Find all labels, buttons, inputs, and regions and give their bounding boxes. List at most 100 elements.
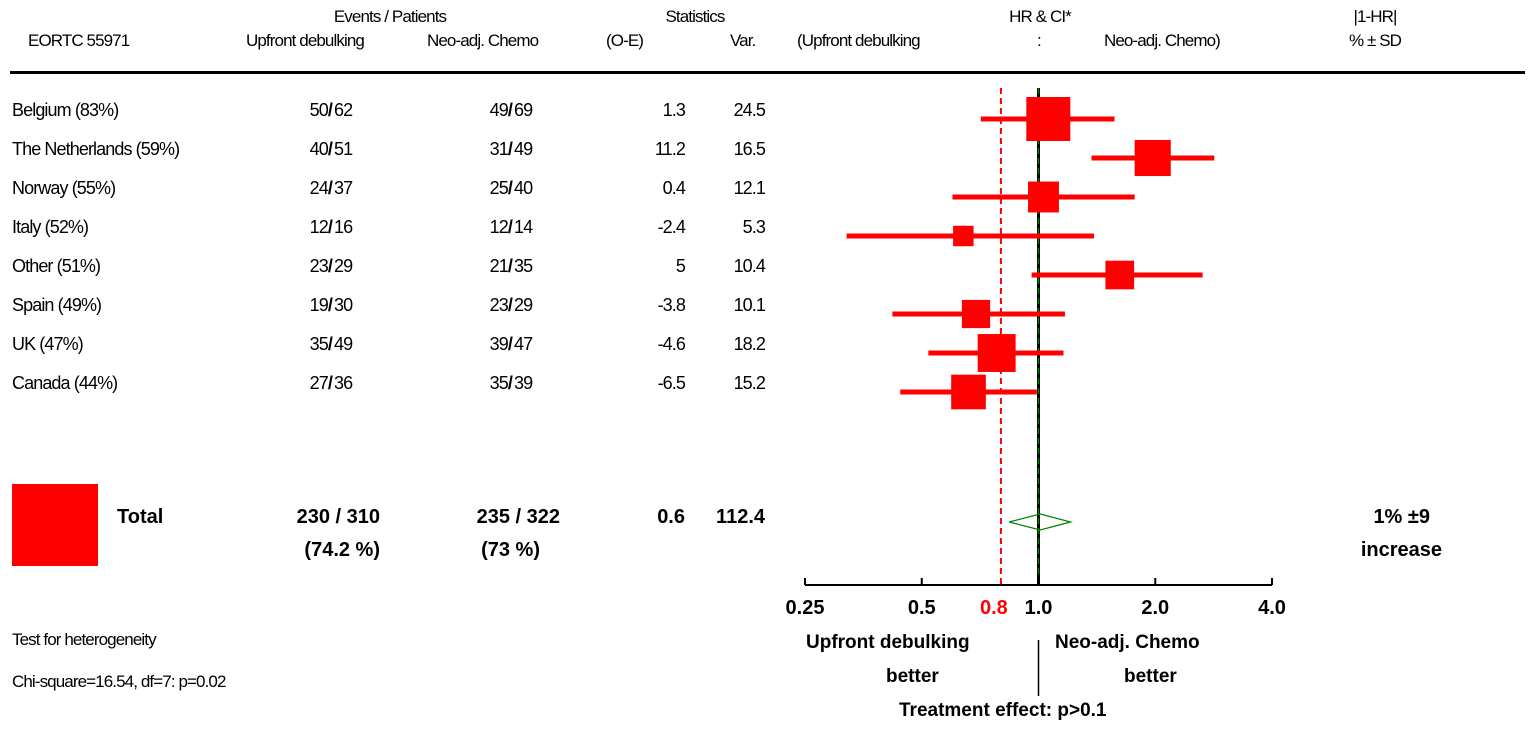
left-arm-caption: Upfront debulking [806, 632, 970, 653]
observed-minus-expected: 0.4 [662, 178, 686, 198]
x-tick-label: 1.0 [1025, 597, 1053, 619]
observed-minus-expected: -6.5 [657, 373, 686, 393]
total-legend-square [12, 484, 98, 566]
study-label: Italy (52%) [12, 217, 89, 237]
hr-marker [977, 334, 1016, 372]
hr-marker [951, 374, 986, 410]
observed-minus-expected: 5 [675, 256, 686, 276]
observed-minus-expected: -3.8 [657, 295, 686, 315]
abs-hr-header: |1-HR| [1353, 7, 1397, 26]
arm1-patients: 49 [334, 334, 353, 354]
hr-marker [1105, 260, 1135, 290]
arm2-patients: 69 [514, 100, 533, 120]
arm1-events: 35/ [309, 334, 333, 354]
arm1-patients: 29 [334, 256, 353, 276]
observed-minus-expected: 1.3 [662, 100, 686, 120]
arm1-patients: 37 [334, 178, 353, 198]
hr-left-arm-header: (Upfront debulking [797, 31, 921, 50]
pooled-diamond [1008, 513, 1073, 531]
trial-name: EORTC 55971 [28, 31, 130, 50]
header-rule [10, 71, 1525, 74]
study-label: Other (51%) [12, 256, 101, 276]
arm2-events: 25/ [489, 178, 513, 198]
total-oe: 0.6 [657, 506, 685, 528]
arm1-events: 12/ [309, 217, 333, 237]
hr-marker [1134, 139, 1171, 177]
x-tick-label: 4.0 [1258, 597, 1286, 619]
treatment-effect-caption: Treatment effect: p>0.1 [899, 700, 1107, 721]
arm1-events: 24/ [309, 178, 333, 198]
arm1-events: 27/ [309, 373, 333, 393]
variance: 10.1 [733, 295, 766, 315]
observed-minus-expected: -2.4 [657, 217, 686, 237]
total-arm2-pct: (73 %) [481, 539, 540, 561]
arm2-events: 23/ [489, 295, 513, 315]
variance: 18.2 [733, 334, 766, 354]
arm1-patients: 36 [334, 373, 353, 393]
hr-right-arm-header: Neo-adj. Chemo) [1104, 31, 1221, 50]
arm1-events: 40/ [309, 139, 333, 159]
arm2-patients: 40 [514, 178, 533, 198]
right-arm-caption: Neo-adj. Chemo [1055, 632, 1200, 653]
arm2-patients: 39 [514, 373, 533, 393]
x-tick-label: 2.0 [1141, 597, 1169, 619]
variance: 16.5 [733, 139, 766, 159]
variance: 12.1 [733, 178, 766, 198]
arm2-patients: 47 [514, 334, 533, 354]
arm1-events: 50/ [309, 100, 333, 120]
hr-marker [953, 225, 974, 247]
study-label: Norway (55%) [12, 178, 116, 198]
variance: 15.2 [733, 373, 766, 393]
left-better-caption: better [886, 666, 939, 687]
total-arm1-count: 230 / 310 [296, 506, 380, 528]
right-better-caption: better [1124, 666, 1177, 687]
heterogeneity-statistic: Chi-square=16.54, df=7: p=0.02 [12, 672, 226, 691]
variance: 24.5 [733, 100, 766, 120]
arm2-events: 49/ [489, 100, 513, 120]
var-column-header: Var. [730, 31, 756, 50]
arm2-patients: 49 [514, 139, 533, 159]
total-effect: 1% ±9 [1373, 506, 1430, 528]
variance: 10.4 [733, 256, 766, 276]
arm2-patients: 14 [514, 217, 533, 237]
arm2-events: 31/ [489, 139, 513, 159]
hr-marker [961, 299, 991, 329]
oe-column-header: (O-E) [606, 31, 644, 50]
total-arm1-pct: (74.2 %) [304, 539, 380, 561]
x-tick-label: 0.25 [786, 597, 825, 619]
arm1-patients: 30 [334, 295, 353, 315]
arm1-events: 19/ [309, 295, 333, 315]
study-label: UK (47%) [12, 334, 84, 354]
pct-sd-header: % ± SD [1348, 31, 1402, 50]
arm2-events: 39/ [489, 334, 513, 354]
observed-minus-expected: 11.2 [654, 139, 686, 159]
arm2-column-header: Neo-adj. Chemo [427, 31, 539, 50]
total-var: 112.4 [716, 506, 765, 528]
hr-marker [1028, 181, 1059, 213]
study-label: Canada (44%) [12, 373, 118, 393]
arm1-patients: 16 [334, 217, 353, 237]
arm1-column-header: Upfront debulking [246, 31, 365, 50]
events-patients-header: Events / Patients [333, 7, 447, 26]
statistics-header: Statistics [665, 7, 725, 26]
arm2-events: 12/ [489, 217, 513, 237]
arm2-events: 35/ [489, 373, 513, 393]
total-arm2-count: 235 / 322 [476, 506, 560, 528]
hr-ci-header: HR & CI* [1009, 7, 1072, 26]
heterogeneity-title: Test for heterogeneity [12, 630, 157, 649]
hr-marker [1026, 97, 1071, 141]
arm1-patients: 62 [334, 100, 353, 120]
study-label: The Netherlands (59%) [12, 139, 180, 159]
study-label: Spain (49%) [12, 295, 102, 315]
study-label: Belgium (83%) [12, 100, 119, 120]
reference-hr-label: 0.8 [980, 597, 1008, 619]
total-effect-direction: increase [1360, 539, 1442, 561]
x-tick-label: 0.5 [908, 597, 936, 619]
variance: 5.3 [742, 217, 766, 237]
hr-colon: : [1037, 31, 1042, 50]
arm1-patients: 51 [334, 139, 353, 159]
arm2-patients: 35 [514, 256, 533, 276]
total-label: Total [117, 506, 164, 528]
arm2-events: 21/ [489, 256, 513, 276]
